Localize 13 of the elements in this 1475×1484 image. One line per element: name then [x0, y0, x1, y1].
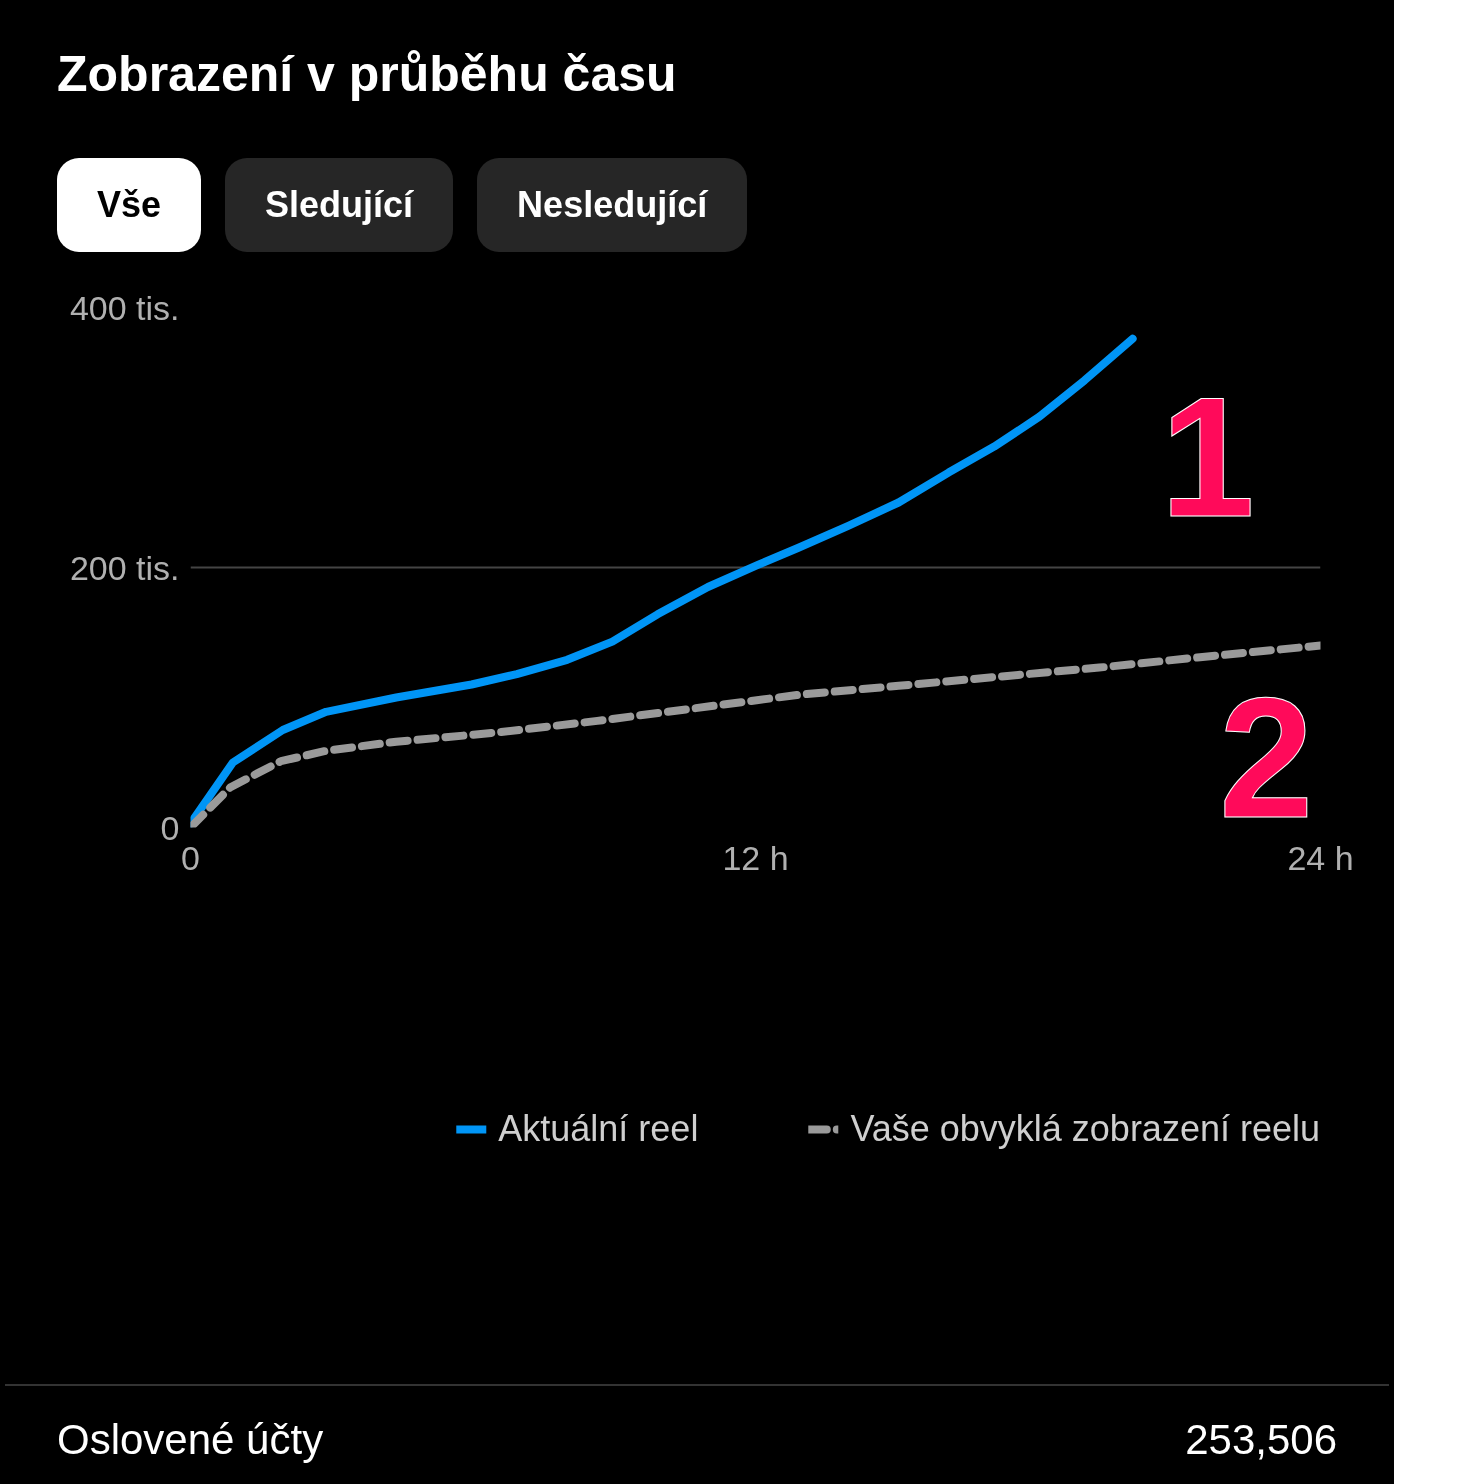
- text: Sledující: [225, 158, 454, 252]
- text: Nesledující: [477, 158, 748, 252]
- legend-label: Aktuální reel: [498, 1108, 699, 1150]
- text: Vše: [57, 158, 202, 252]
- annotation: 1: [1160, 361, 1255, 552]
- legend-label: Vaše obvyklá zobrazení reelu: [850, 1108, 1320, 1150]
- y-tick-label: 0: [160, 808, 180, 847]
- y-tick-label: 200 tis.: [69, 548, 180, 587]
- y-tick-label: 400 tis.: [69, 288, 180, 327]
- x-tick-label: 12 h: [722, 838, 789, 877]
- chart-title: Zobrazení v průběhu času: [57, 45, 678, 103]
- text: Oslovené účty: [57, 1416, 324, 1464]
- text: 253,506: [1185, 1416, 1337, 1464]
